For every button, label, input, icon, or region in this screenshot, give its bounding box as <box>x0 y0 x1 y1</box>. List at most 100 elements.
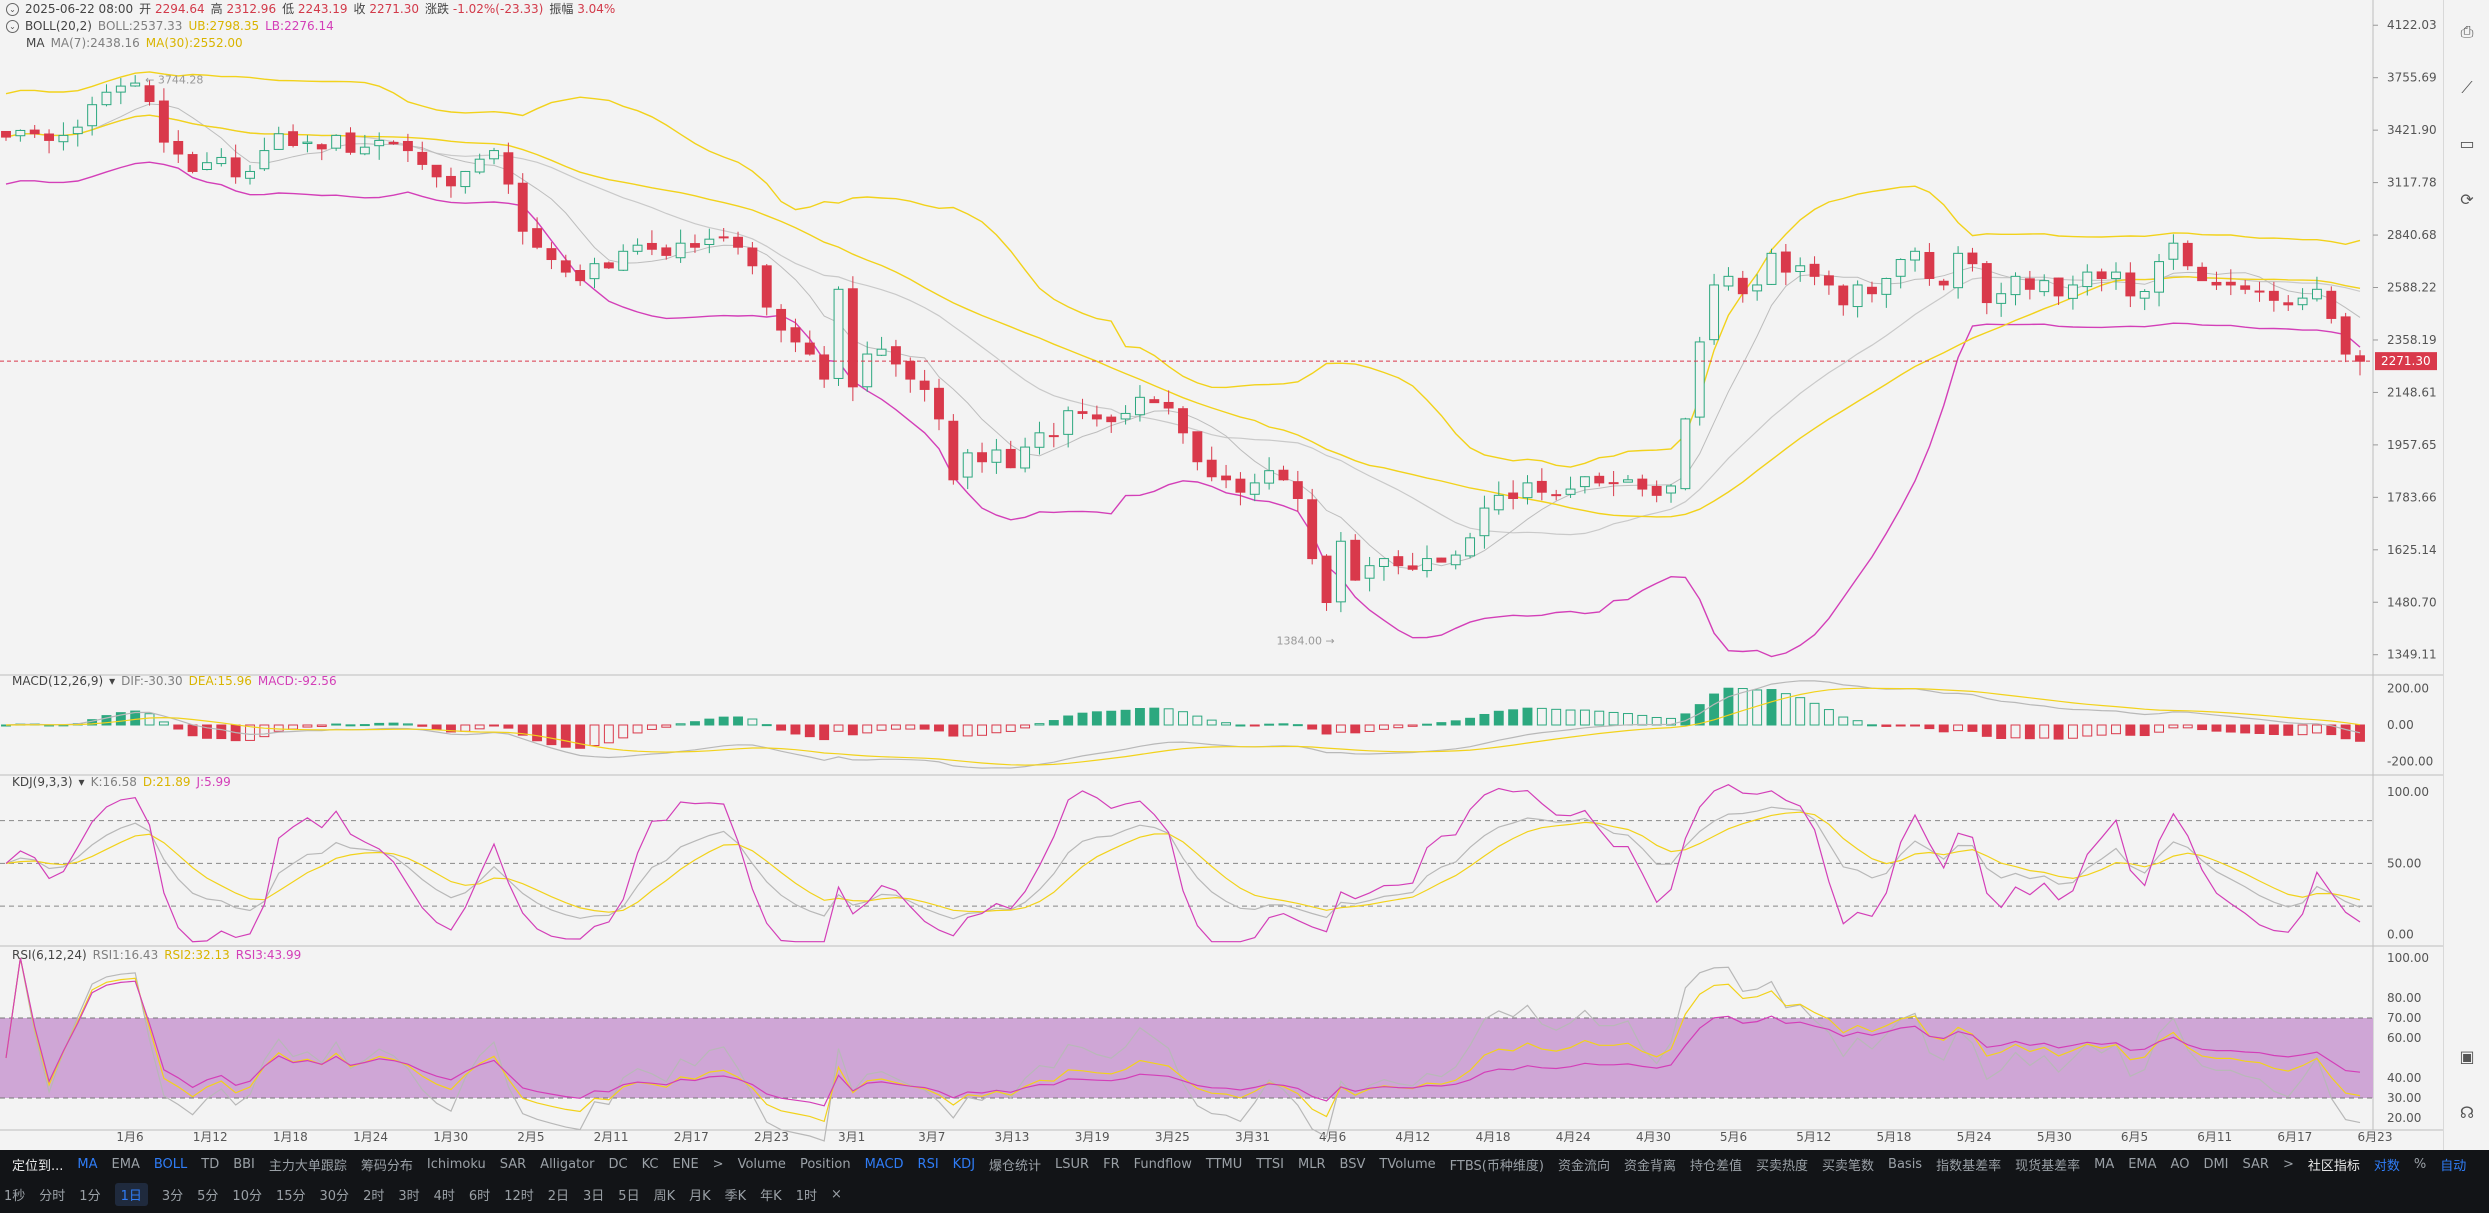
macd-name[interactable]: MACD(12,26,9) <box>12 674 104 688</box>
toolbar-item-ind-14[interactable]: > <box>712 1156 724 1172</box>
toolbar-item-ind-3[interactable]: BOLL <box>153 1156 188 1172</box>
toolbar-item-tf-11[interactable]: 4时 <box>433 1188 455 1204</box>
toolbar-item-ind-1[interactable]: MA <box>77 1156 98 1172</box>
toolbar-item-tf-20[interactable]: 年K <box>760 1188 782 1204</box>
toolbar-item-ind-35[interactable]: Basis <box>1888 1156 1923 1172</box>
toolbar-item-ind-8[interactable]: Ichimoku <box>426 1156 486 1172</box>
toolbar-item-ind-5[interactable]: BBI <box>233 1156 255 1172</box>
toolbar-item-ind-39[interactable]: EMA <box>2128 1156 2157 1172</box>
ma-name[interactable]: MA <box>26 36 45 50</box>
toolbar-item-tf-2[interactable]: 1分 <box>79 1188 101 1204</box>
toolbar-item-ind-19[interactable]: KDJ <box>952 1156 976 1172</box>
toolbar-item-ind-12[interactable]: KC <box>641 1156 659 1172</box>
toolbar-item-ind-24[interactable]: TTMU <box>1205 1156 1243 1172</box>
kdj-name[interactable]: KDJ(9,3,3) <box>12 775 73 789</box>
toolbar-item-ind-7[interactable]: 筹码分布 <box>360 1158 413 1174</box>
toolbar-item-tf-22[interactable]: × <box>830 1186 842 1202</box>
toolbar-item-ind-30[interactable]: 资金流向 <box>1557 1158 1610 1174</box>
macd-bar <box>316 724 327 727</box>
toolbar-item-tf-7[interactable]: 15分 <box>275 1188 306 1204</box>
toolbar-item-ind-31[interactable]: 资金背离 <box>1623 1158 1676 1174</box>
toolbar-item-tf-18[interactable]: 月K <box>689 1188 711 1204</box>
toolbar-item-ind-38[interactable]: MA <box>2094 1156 2115 1172</box>
macd-bar <box>345 724 356 727</box>
toolbar-item-tf-4[interactable]: 3分 <box>161 1188 184 1204</box>
macd-bar <box>2010 724 2021 739</box>
chevron-down-icon[interactable]: ▾ <box>109 674 116 688</box>
macd-bar <box>1680 713 1691 726</box>
screen-icon[interactable]: ▭ <box>2459 134 2475 153</box>
candle-body <box>1178 408 1188 434</box>
toolbar-item-tf-12[interactable]: 6时 <box>468 1188 491 1204</box>
toolbar-item-ind-10[interactable]: Alligator <box>540 1156 595 1172</box>
chevron-down-icon[interactable]: ⌄ <box>6 2 19 16</box>
toolbar-item-ind-33[interactable]: 买卖热度 <box>1756 1158 1809 1174</box>
toolbar-item-ind-45[interactable]: 对数 <box>2373 1158 2400 1174</box>
toolbar-item-ind-17[interactable]: MACD <box>864 1156 904 1172</box>
toolbar-item-ind-0[interactable]: 定位到... <box>12 1158 64 1174</box>
toolbar-item-tf-10[interactable]: 3时 <box>398 1188 420 1204</box>
rsi-name[interactable]: RSI(6,12,24) <box>12 948 87 962</box>
toolbar-item-ind-4[interactable]: TD <box>201 1156 220 1172</box>
toolbar-item-tf-13[interactable]: 12时 <box>504 1188 534 1204</box>
refresh-icon[interactable]: ⟳ <box>2460 190 2474 209</box>
toolbar-item-ind-16[interactable]: Position <box>799 1156 851 1172</box>
toolbar-item-tf-8[interactable]: 30分 <box>319 1188 350 1204</box>
draw-line-icon[interactable]: ⟋ <box>2461 78 2473 97</box>
toolbar-item-ind-29[interactable]: FTBS(币种维度) <box>1449 1158 1544 1174</box>
candle-body <box>87 104 98 127</box>
rsi3-line <box>5 957 2361 1107</box>
chevron-down-icon[interactable]: ▾ <box>78 775 85 789</box>
change-label: 涨跌 <box>425 2 450 16</box>
toolbar-item-ind-42[interactable]: SAR <box>2242 1156 2269 1172</box>
toolbar-item-ind-28[interactable]: TVolume <box>1379 1156 1436 1172</box>
toolbar-item-ind-21[interactable]: LSUR <box>1055 1156 1090 1172</box>
toolbar-item-tf-3[interactable]: 1日 <box>114 1182 148 1206</box>
candle-body <box>1809 263 1820 277</box>
toolbar-item-ind-26[interactable]: MLR <box>1298 1156 1326 1172</box>
toolbar-item-ind-25[interactable]: TTSI <box>1256 1156 1285 1172</box>
toolbar-item-tf-5[interactable]: 5分 <box>197 1188 219 1204</box>
boll-name[interactable]: BOLL(20,2) <box>25 19 92 33</box>
toolbar-item-ind-18[interactable]: RSI <box>917 1156 939 1172</box>
toolbar-item-tf-17[interactable]: 周K <box>653 1188 676 1204</box>
toolbar-item-tf-9[interactable]: 2时 <box>363 1188 385 1204</box>
toolbar-item-ind-40[interactable]: AO <box>2170 1156 2190 1172</box>
chevron-down-icon[interactable]: ⌄ <box>6 19 19 33</box>
toolbar-item-tf-15[interactable]: 3日 <box>583 1188 605 1204</box>
toolbar-item-ind-6[interactable]: 主力大单跟踪 <box>268 1158 347 1174</box>
toolbar-item-ind-47[interactable]: 自动 <box>2440 1158 2467 1174</box>
toolbar-item-tf-19[interactable]: 季K <box>724 1188 747 1204</box>
toolbar-item-tf-14[interactable]: 2日 <box>547 1188 570 1204</box>
headset-icon[interactable]: ☊ <box>2459 1103 2475 1122</box>
toolbar-item-ind-11[interactable]: DC <box>608 1156 628 1172</box>
toolbar-item-ind-32[interactable]: 持仓差值 <box>1689 1158 1742 1174</box>
toolbar-item-tf-6[interactable]: 10分 <box>232 1188 262 1204</box>
toolbar-item-ind-34[interactable]: 买卖笔数 <box>1822 1158 1875 1174</box>
layout-icon[interactable]: ▣ <box>2459 1047 2475 1066</box>
toolbar-item-ind-46[interactable]: % <box>2413 1156 2427 1172</box>
toolbar-item-ind-9[interactable]: SAR <box>499 1156 527 1172</box>
time-axis-label: 3月31 <box>1235 1130 1270 1144</box>
export-icon[interactable]: ⎙ <box>2460 22 2474 41</box>
toolbar-item-ind-44[interactable]: 社区指标 <box>2307 1158 2360 1174</box>
toolbar-item-ind-13[interactable]: ENE <box>672 1156 699 1172</box>
toolbar-item-ind-2[interactable]: EMA <box>111 1156 140 1172</box>
toolbar-item-ind-36[interactable]: 指数基差率 <box>1936 1158 2002 1174</box>
toolbar-item-tf-0[interactable]: 1秒 <box>4 1188 26 1204</box>
toolbar-item-tf-21[interactable]: 1时 <box>795 1188 817 1204</box>
macd-bar <box>130 710 141 726</box>
toolbar-item-ind-23[interactable]: Fundflow <box>1133 1156 1192 1172</box>
macd-bar <box>560 724 571 748</box>
chart-canvas[interactable]: 4122.03 3755.69 3421.90 3117.78 2840.68 2588.… <box>0 0 2489 1150</box>
toolbar-item-tf-16[interactable]: 5日 <box>618 1188 640 1204</box>
toolbar-item-ind-37[interactable]: 现货基差率 <box>2015 1158 2081 1174</box>
toolbar-item-tf-1[interactable]: 分时 <box>39 1188 66 1204</box>
toolbar-item-ind-22[interactable]: FR <box>1103 1156 1120 1172</box>
toolbar-item-ind-41[interactable]: DMI <box>2203 1156 2229 1172</box>
candle-body <box>1953 252 1964 289</box>
toolbar-item-ind-20[interactable]: 爆仓统计 <box>989 1158 1042 1174</box>
toolbar-item-ind-43[interactable]: > <box>2282 1156 2294 1172</box>
toolbar-item-ind-27[interactable]: BSV <box>1339 1156 1366 1172</box>
toolbar-item-ind-15[interactable]: Volume <box>737 1156 786 1172</box>
